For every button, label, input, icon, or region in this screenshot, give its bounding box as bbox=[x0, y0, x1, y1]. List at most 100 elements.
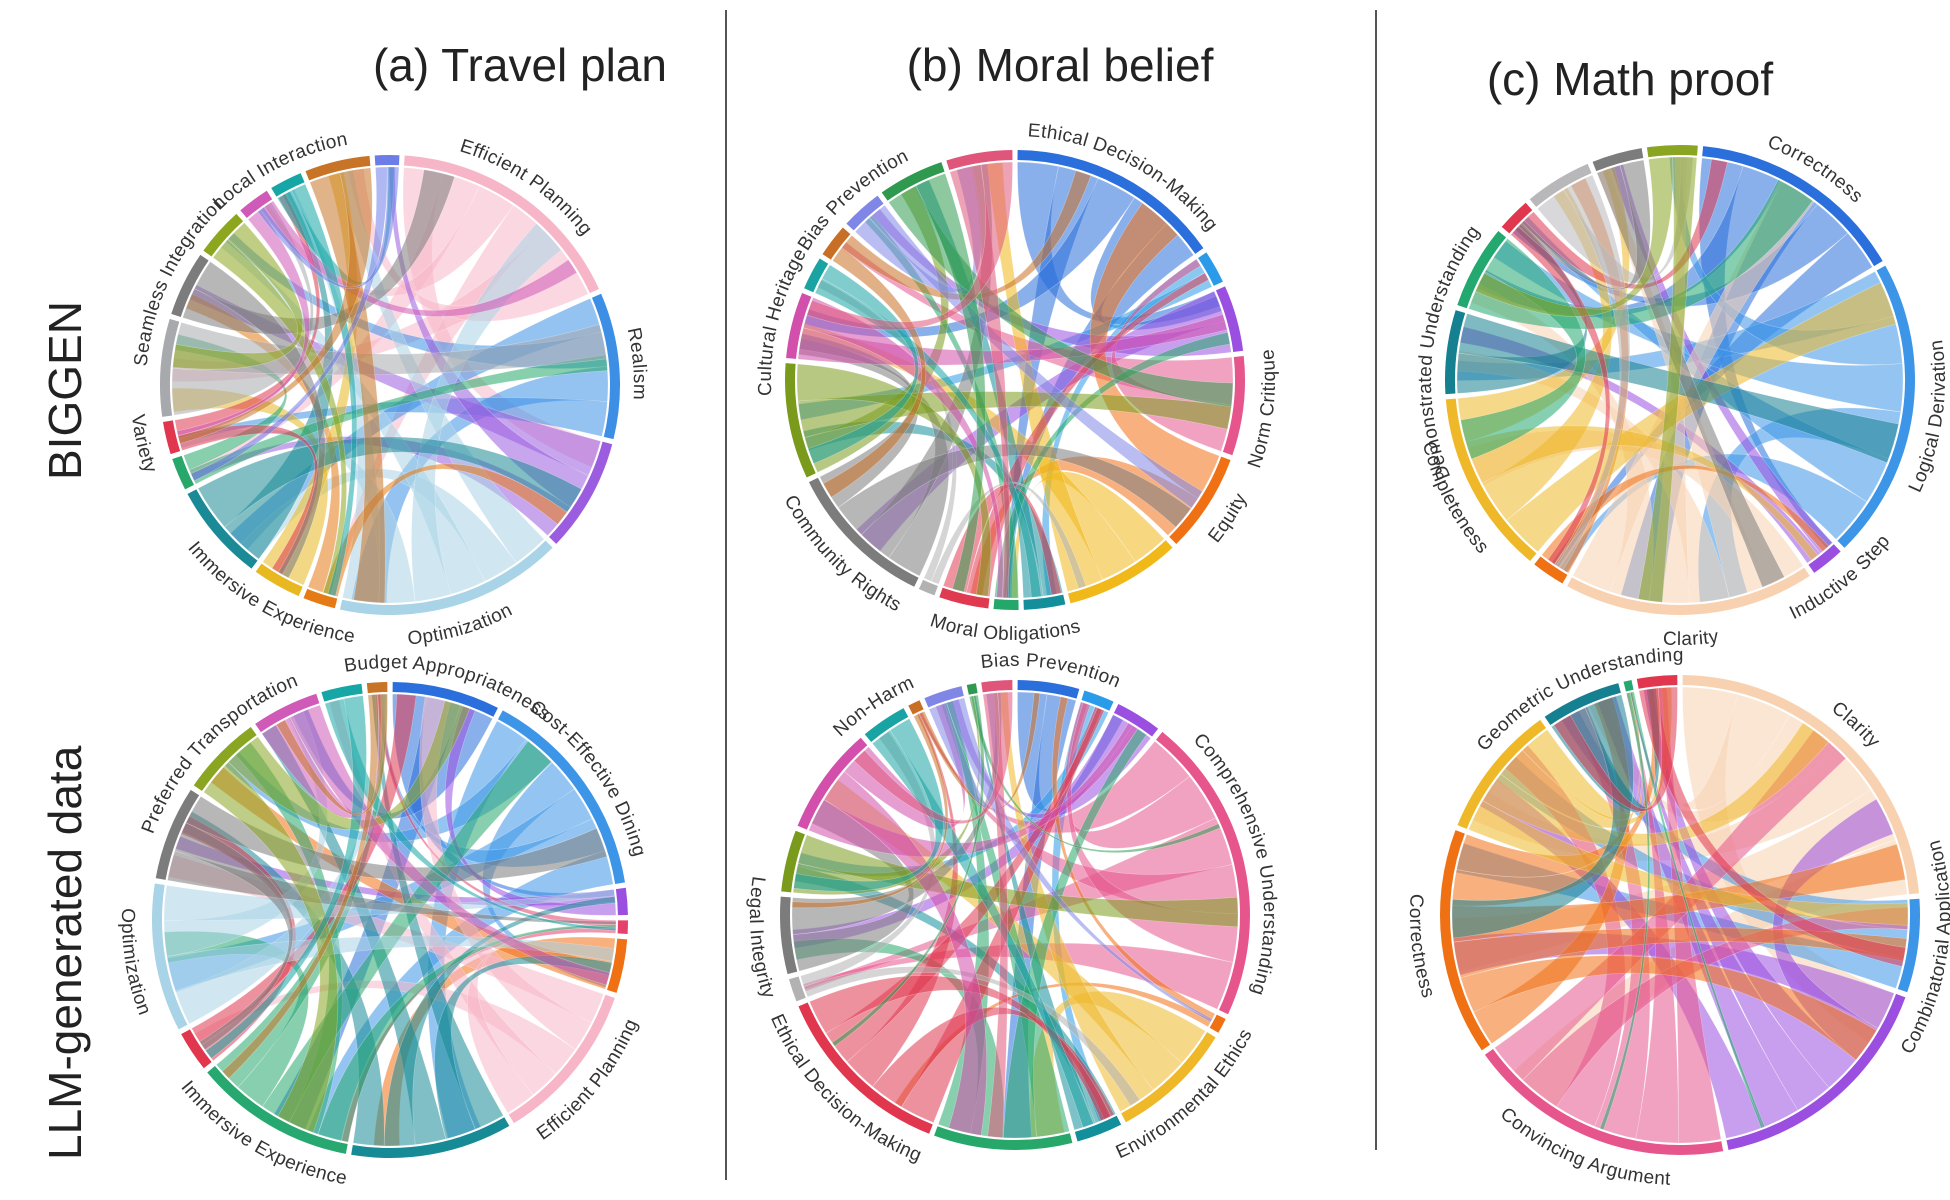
segment-arc bbox=[1215, 286, 1244, 353]
segment-arc bbox=[981, 680, 1013, 693]
segment-label: Clarity bbox=[1663, 626, 1720, 650]
segment-arc bbox=[351, 1117, 510, 1158]
segment-label: Legal Integrity bbox=[745, 875, 779, 1001]
chord-ribbon bbox=[1066, 702, 1239, 963]
chord-ribbon bbox=[290, 183, 358, 597]
chord-ribbon bbox=[806, 161, 1013, 331]
segment-arc bbox=[303, 588, 338, 609]
chord-ribbon bbox=[257, 166, 400, 289]
segment-arc bbox=[1156, 731, 1250, 1015]
segment-arc bbox=[1198, 252, 1223, 286]
segment-arc bbox=[155, 789, 200, 880]
segment-arc bbox=[305, 155, 371, 181]
segment-arc bbox=[240, 190, 273, 218]
chord-ribbon bbox=[853, 691, 1013, 825]
segment-arc bbox=[152, 883, 188, 1030]
segment-arc bbox=[1121, 1032, 1216, 1123]
segment-arc bbox=[1534, 556, 1568, 584]
segment-arc bbox=[864, 708, 909, 742]
chord-ribbon bbox=[1521, 158, 1728, 289]
chord-ribbon bbox=[1451, 694, 1634, 939]
segment-arc bbox=[797, 737, 868, 830]
segment-arc bbox=[918, 579, 938, 596]
chord-ribbon bbox=[289, 704, 611, 986]
segment-arc bbox=[591, 293, 620, 440]
chord-diagram-6: ClarityCombinatorial ApplicationConvinci… bbox=[1405, 645, 1950, 1190]
segment-label: Moral Obligations bbox=[928, 610, 1083, 645]
segment-arc bbox=[1457, 230, 1507, 309]
segment-arc bbox=[374, 155, 400, 166]
chord-ribbon bbox=[930, 481, 1087, 589]
segment-arc bbox=[993, 599, 1019, 610]
segment-arc bbox=[1646, 145, 1698, 158]
chord-ribbon bbox=[796, 363, 992, 597]
segment-arc bbox=[392, 682, 498, 717]
chord-ribbon bbox=[1453, 927, 1908, 979]
segment-arc bbox=[1702, 146, 1883, 267]
segment-arc bbox=[1074, 1115, 1122, 1142]
segment-arc bbox=[780, 896, 798, 975]
segment-arc bbox=[181, 1029, 212, 1069]
segment-arc bbox=[881, 162, 945, 201]
chord-ribbon bbox=[831, 694, 985, 1047]
segment-arc bbox=[808, 477, 919, 587]
segment-arc bbox=[207, 1066, 348, 1154]
segment-arc bbox=[339, 540, 553, 615]
segment-arc bbox=[508, 994, 615, 1124]
segment-arc bbox=[549, 441, 613, 544]
segment-arc bbox=[781, 830, 805, 893]
segment-arc bbox=[1529, 163, 1592, 207]
segment-arc bbox=[784, 363, 816, 478]
segment-arc bbox=[187, 489, 258, 569]
segment-arc bbox=[162, 420, 181, 455]
chord-ribbon bbox=[1518, 159, 1651, 290]
segment-arc bbox=[1501, 202, 1533, 234]
chord-ribbon bbox=[259, 200, 578, 317]
segment-arc bbox=[966, 683, 978, 695]
chord-ribbon bbox=[1460, 238, 1586, 460]
segment-arc bbox=[798, 1002, 933, 1134]
chord-ribbon bbox=[1599, 692, 1651, 1131]
segment-label: Correctness bbox=[1405, 893, 1439, 1000]
chord-ribbon bbox=[1003, 728, 1147, 1139]
segment-arc bbox=[255, 563, 303, 597]
segment-arc bbox=[1169, 456, 1231, 544]
segment-arc bbox=[804, 258, 829, 293]
chord-diagram-1: Efficient PlanningRealismOptimizationImm… bbox=[127, 129, 650, 650]
segment-arc bbox=[1222, 355, 1245, 456]
segment-arc bbox=[321, 683, 363, 702]
segment-arc bbox=[1068, 540, 1173, 604]
segment-arc bbox=[788, 976, 806, 1002]
segment-arc bbox=[1017, 150, 1204, 254]
segment-arc bbox=[607, 938, 628, 993]
segment-arc bbox=[497, 710, 626, 884]
segment-arc bbox=[1113, 703, 1159, 737]
chord-ribbon bbox=[276, 693, 388, 816]
segment-arc bbox=[946, 150, 1013, 171]
segment-arc bbox=[1023, 594, 1066, 610]
chord-ribbon bbox=[411, 223, 562, 602]
chord-ribbon bbox=[227, 700, 471, 830]
chord-ribbon bbox=[915, 173, 986, 593]
chord-ribbon bbox=[1555, 174, 1631, 571]
segment-arc bbox=[1484, 1048, 1724, 1155]
chord-ribbon bbox=[793, 718, 944, 892]
chord-ribbon bbox=[197, 436, 582, 528]
segment-arc bbox=[934, 1126, 1073, 1150]
segment-label: Variety bbox=[127, 413, 161, 476]
chord-ribbon bbox=[172, 222, 303, 370]
segment-arc bbox=[1457, 719, 1547, 829]
segment-arc bbox=[1636, 675, 1678, 689]
segment-arc bbox=[939, 587, 990, 609]
segment-arc bbox=[1897, 898, 1920, 993]
chord-ribbon bbox=[317, 924, 617, 1143]
segment-arc bbox=[924, 686, 964, 708]
chord-ribbon bbox=[191, 693, 417, 1046]
column-title-b: (b) Moral belief bbox=[906, 39, 1214, 91]
segment-arc bbox=[1623, 679, 1634, 692]
segment-arc bbox=[160, 318, 180, 417]
